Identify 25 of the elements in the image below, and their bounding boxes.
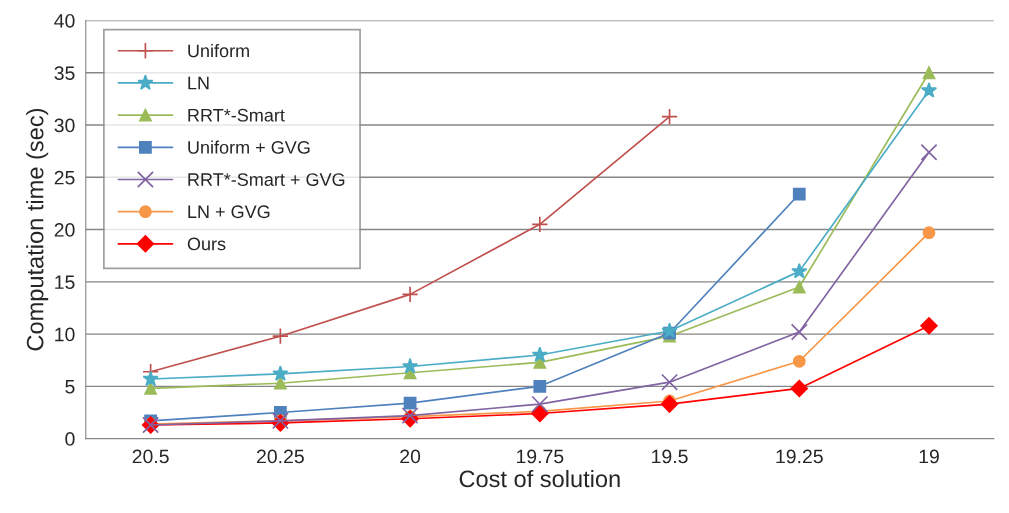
y-tick-label: 20	[54, 223, 75, 237]
x-tick-label: 19.25	[776, 449, 823, 464]
y-tick-label: 30	[54, 118, 75, 133]
x-axis-title: Cost of solution	[459, 469, 620, 488]
y-tick-label: 25	[54, 170, 75, 185]
legend-label: Uniform + GVG	[188, 140, 310, 154]
x-tick-label: 19	[919, 449, 939, 464]
x-tick-label: 20	[400, 449, 421, 464]
x-tick-label: 19.75	[516, 449, 564, 464]
legend-label: LN + GVG	[188, 205, 270, 219]
x-tick-label: 19.5	[652, 449, 688, 464]
legend-label: RRT*-Smart	[188, 108, 285, 122]
y-tick-label: 15	[55, 275, 75, 290]
legend-label: LN	[188, 76, 209, 90]
y-tick-label: 40	[54, 13, 75, 28]
x-tick-label: 20.25	[257, 449, 304, 464]
legend-label: RRT*-Smart + GVG	[188, 173, 345, 186]
legend-label: Uniform	[188, 43, 249, 58]
x-tick-label: 20.5	[132, 449, 169, 464]
y-tick-label: 0	[65, 432, 75, 446]
y-tick-label: 35	[54, 66, 75, 81]
y-tick-label: 5	[65, 380, 75, 394]
y-tick-label: 10	[55, 327, 75, 342]
y-axis-title: Computation time (sec)	[26, 108, 49, 351]
legend-label: Ours	[187, 237, 226, 251]
